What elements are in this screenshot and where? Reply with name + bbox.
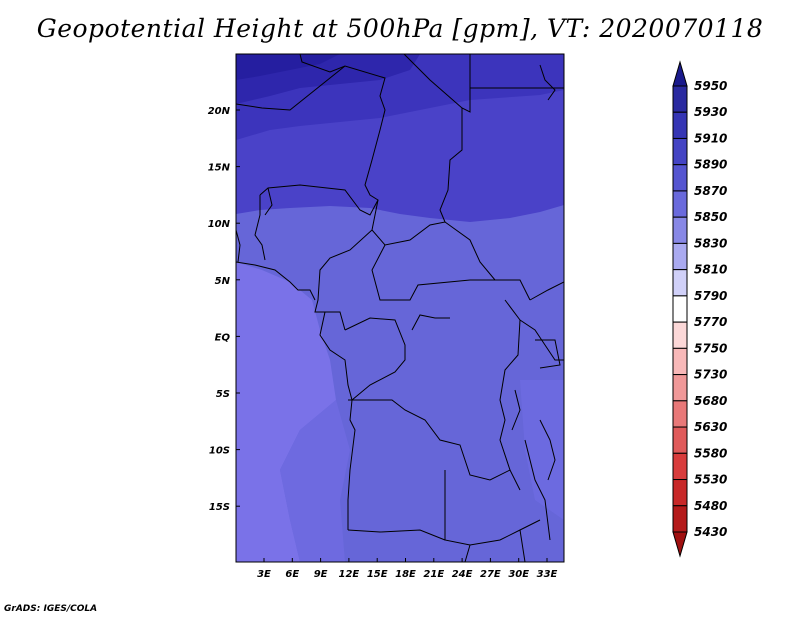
colorbar-label: 5790 [694,289,727,303]
colorbar-segment [672,137,688,166]
lon-label: 27E [480,569,501,580]
colorbar-segment [672,374,688,402]
colorbar-label: 5910 [694,131,727,145]
colorbar-label: 5430 [694,525,727,539]
colorbar-segment [672,269,688,297]
colorbar-label: 5750 [694,341,727,355]
colorbar-label: 5530 [694,473,727,487]
map-frame [235,53,565,563]
colorbar-top-arrow [672,60,688,87]
colorbar-segment [672,452,688,481]
colorbar-segment [672,242,688,271]
region-5860-south [280,400,350,562]
colorbar-segment [672,347,688,376]
colorbar-label: 5730 [694,368,727,382]
lon-label: 6E [285,569,299,580]
lon-label: 24E [452,569,473,580]
colorbar-label: 5950 [694,79,727,93]
lat-label: 20N [208,106,231,117]
colorbar-segment [672,85,688,113]
region-5950 [236,54,340,80]
colorbar-label: 5680 [694,394,727,408]
border-lines [259,54,386,216]
colorbar-segment [672,505,688,533]
borders [236,54,564,562]
lat-label: 10N [208,219,231,230]
lon-label: 9E [314,569,328,580]
lat-label: 10S [209,446,230,457]
colorbar-label: 5810 [694,263,727,277]
colorbar-segment [672,295,688,323]
colorbar-label: 5850 [694,210,727,224]
colorbar-segment [672,111,688,139]
colorbar-segment [672,164,688,192]
colorbar: 5950 5930 5910 5890 5870 5850 5830 5810 5790 5770… [672,60,727,558]
lat-label: 5S [216,389,230,400]
colorbar-segment [672,400,688,428]
lat-label: 15N [208,163,231,174]
colorbar-label: 5480 [694,499,727,513]
colorbar-label: 5580 [694,446,727,460]
lat-axis: 20N 15N 10N 5N EQ 5S 10S 15S [208,106,240,513]
colorbar-label: 5890 [694,158,727,172]
colorbar-segment [672,190,688,218]
lon-label: 18E [395,569,416,580]
lon-label: 12E [339,569,360,580]
colorbar-segment [672,216,688,244]
lon-label: 3E [257,569,271,580]
lat-label: 5N [215,276,231,287]
colorbar-label: 5870 [694,184,727,198]
lat-label: 15S [209,502,230,513]
colorbar-label: 5630 [694,420,727,434]
credit-label: GrADS: IGES/COLA [4,604,98,614]
colorbar-label: 5830 [694,236,727,250]
region-5860-east [520,380,564,520]
colorbar-segment [672,426,688,454]
lon-axis: 3E 6E 9E 12E 15E 18E 21E 24E 27E 30E 33E [257,558,558,580]
lon-label: 30E [508,569,529,580]
colorbar-segment [672,479,688,507]
colorbar-label: 5770 [694,315,727,329]
lon-label: 21E [423,569,444,580]
chart-title: Geopotential Height at 500hPa [gpm], VT:… [36,14,764,43]
lat-label: EQ [215,332,231,343]
colorbar-label: 5930 [694,105,727,119]
height-field [236,54,564,562]
colorbar-bottom-arrow [672,531,688,558]
lon-label: 33E [537,569,558,580]
lon-label: 15E [367,569,388,580]
colorbar-segment [672,321,688,349]
region-5850-west [236,262,336,562]
